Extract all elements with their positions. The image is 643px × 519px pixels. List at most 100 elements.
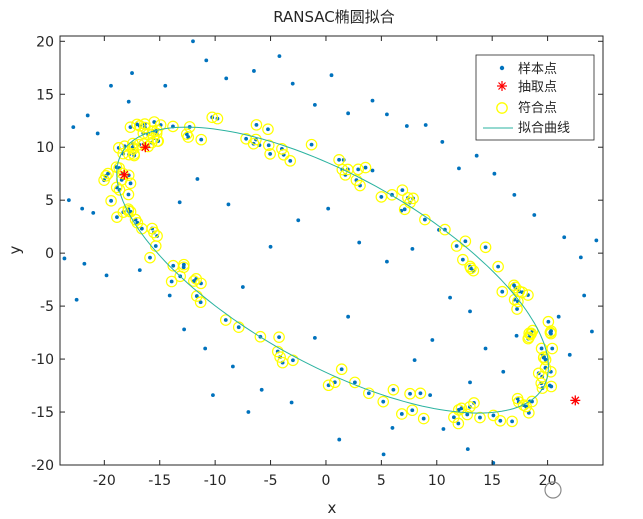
sample-point: [370, 98, 375, 103]
inlier-marker: [112, 142, 125, 154]
inlier-marker: [546, 342, 559, 355]
inlier-marker: [262, 123, 274, 136]
sample-point: [532, 213, 537, 217]
sample-point: [137, 268, 142, 272]
inlier-marker: [396, 184, 409, 196]
sample-point: [277, 54, 282, 59]
inlier-marker: [450, 240, 463, 252]
inlier-marker: [417, 412, 430, 425]
sample-point: [556, 314, 561, 319]
sample-point: [400, 188, 405, 193]
sample-point: [91, 210, 96, 215]
legend-picked-marker: [497, 81, 507, 91]
sample-point: [254, 122, 259, 127]
inlier-marker: [146, 222, 158, 235]
inlier-marker: [277, 148, 290, 161]
sample-point: [549, 384, 554, 389]
sample-point: [390, 426, 395, 430]
sample-point: [385, 112, 389, 117]
inlier-marker: [414, 387, 427, 400]
inlier-marker: [195, 133, 208, 146]
sample-point: [594, 238, 599, 243]
x-tick-label: -5: [264, 473, 278, 489]
inlier-marker: [271, 345, 284, 358]
sample-point: [459, 406, 464, 411]
x-tick-label: 10: [428, 473, 446, 489]
inlier-marker: [250, 119, 263, 131]
y-tick-label: 0: [45, 246, 54, 262]
inlier-marker: [479, 241, 492, 254]
inlier-marker: [142, 140, 154, 153]
inlier-marker: [539, 353, 552, 366]
sample-point: [135, 122, 139, 127]
sample-point: [381, 452, 386, 457]
picked-point: [119, 169, 130, 180]
legend-inlier-marker: [496, 102, 508, 114]
inlier-marker: [339, 169, 352, 181]
sample-point: [402, 207, 407, 212]
sample-point: [582, 293, 587, 298]
sample-point: [130, 71, 134, 75]
sample-point: [109, 83, 113, 88]
sample-point: [539, 346, 544, 351]
picked-point: [570, 395, 581, 406]
inlier-marker: [206, 111, 218, 124]
sample-point: [71, 125, 76, 129]
chart-title: RANSAC椭圆拟合: [273, 8, 395, 26]
sample-point: [468, 380, 472, 385]
legend-label-samples: 样本点: [518, 62, 557, 77]
sample-point: [163, 83, 168, 88]
sample-point: [512, 192, 517, 197]
sample-point: [346, 111, 351, 116]
picked-point: [140, 142, 151, 153]
sample-point: [266, 143, 271, 148]
sample-point: [468, 309, 472, 314]
legend-label-curve: 拟合曲线: [518, 121, 570, 136]
sample-point: [246, 410, 251, 414]
sample-point: [126, 192, 131, 197]
inlier-marker: [133, 138, 145, 151]
sample-point: [478, 415, 482, 420]
inlier-marker: [537, 351, 550, 364]
sample-point: [167, 293, 172, 298]
inlier-marker: [165, 275, 178, 288]
inlier-marker: [167, 120, 179, 133]
sample-point: [191, 279, 196, 283]
x-tick-label: 15: [483, 473, 501, 489]
sample-point: [66, 198, 71, 203]
sample-point: [171, 263, 176, 268]
sample-point: [357, 240, 362, 245]
sample-point: [195, 177, 200, 181]
sample-point: [312, 102, 317, 107]
sample-point: [277, 335, 281, 340]
sample-point: [546, 319, 551, 324]
y-tick-label: 10: [36, 140, 54, 156]
sample-point: [418, 391, 423, 396]
sample-point: [95, 131, 100, 136]
sample-point: [186, 135, 191, 139]
sample-point: [379, 195, 384, 199]
sample-point: [85, 113, 90, 118]
inlier-marker: [105, 195, 117, 207]
inlier-marker: [396, 408, 408, 420]
x-tick-label: 20: [539, 473, 557, 489]
inlier-marker: [542, 315, 555, 328]
sample-point: [498, 418, 503, 423]
sample-point: [510, 419, 515, 424]
inlier-marker: [139, 118, 151, 130]
sample-point: [198, 300, 203, 305]
inlier-marker: [455, 402, 468, 415]
sample-point: [483, 245, 488, 250]
sample-point: [448, 295, 452, 300]
legend-label-inliers: 符合点: [518, 100, 557, 116]
sample-point: [454, 244, 459, 248]
sample-point: [356, 167, 361, 172]
inlier-marker: [465, 262, 477, 275]
inlier-marker: [211, 112, 224, 125]
y-tick-label: -20: [31, 458, 54, 474]
inlier-marker: [468, 397, 480, 409]
inlier-marker: [264, 148, 276, 160]
sample-point: [290, 81, 295, 86]
sample-point: [115, 215, 119, 220]
